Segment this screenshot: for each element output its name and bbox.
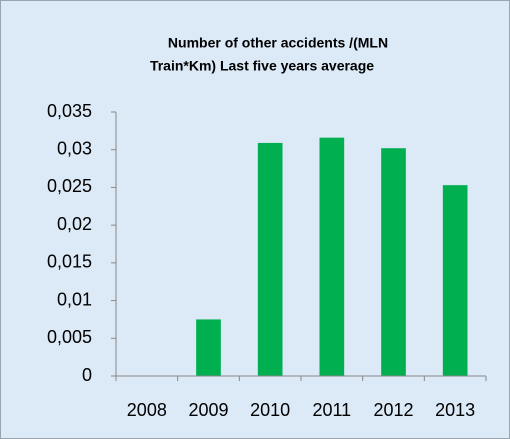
y-tick-label: 0,035 [47, 101, 92, 121]
chart-title: Number of other accidents /(MLN [168, 35, 388, 51]
x-tick-label: 2013 [435, 400, 475, 420]
bar [381, 148, 406, 376]
x-tick-label: 2010 [250, 400, 290, 420]
y-tick-label: 0,02 [57, 214, 92, 234]
chart-title: Train*Km) Last five years average [150, 58, 374, 74]
y-tick-label: 0,01 [57, 289, 92, 309]
x-tick-label: 2012 [373, 400, 413, 420]
x-tick-label: 2011 [312, 400, 351, 420]
y-tick-label: 0 [82, 365, 92, 385]
bar [442, 185, 468, 376]
x-tick-label: 2008 [127, 400, 167, 420]
bar [319, 137, 345, 376]
y-tick-label: 0,015 [47, 252, 92, 272]
bar [196, 319, 221, 376]
y-tick-label: 0,005 [47, 327, 92, 347]
y-tick-label: 0,03 [57, 138, 92, 158]
y-tick-label: 0,025 [47, 176, 92, 196]
bar [257, 142, 283, 376]
x-tick-label: 2009 [188, 400, 228, 420]
